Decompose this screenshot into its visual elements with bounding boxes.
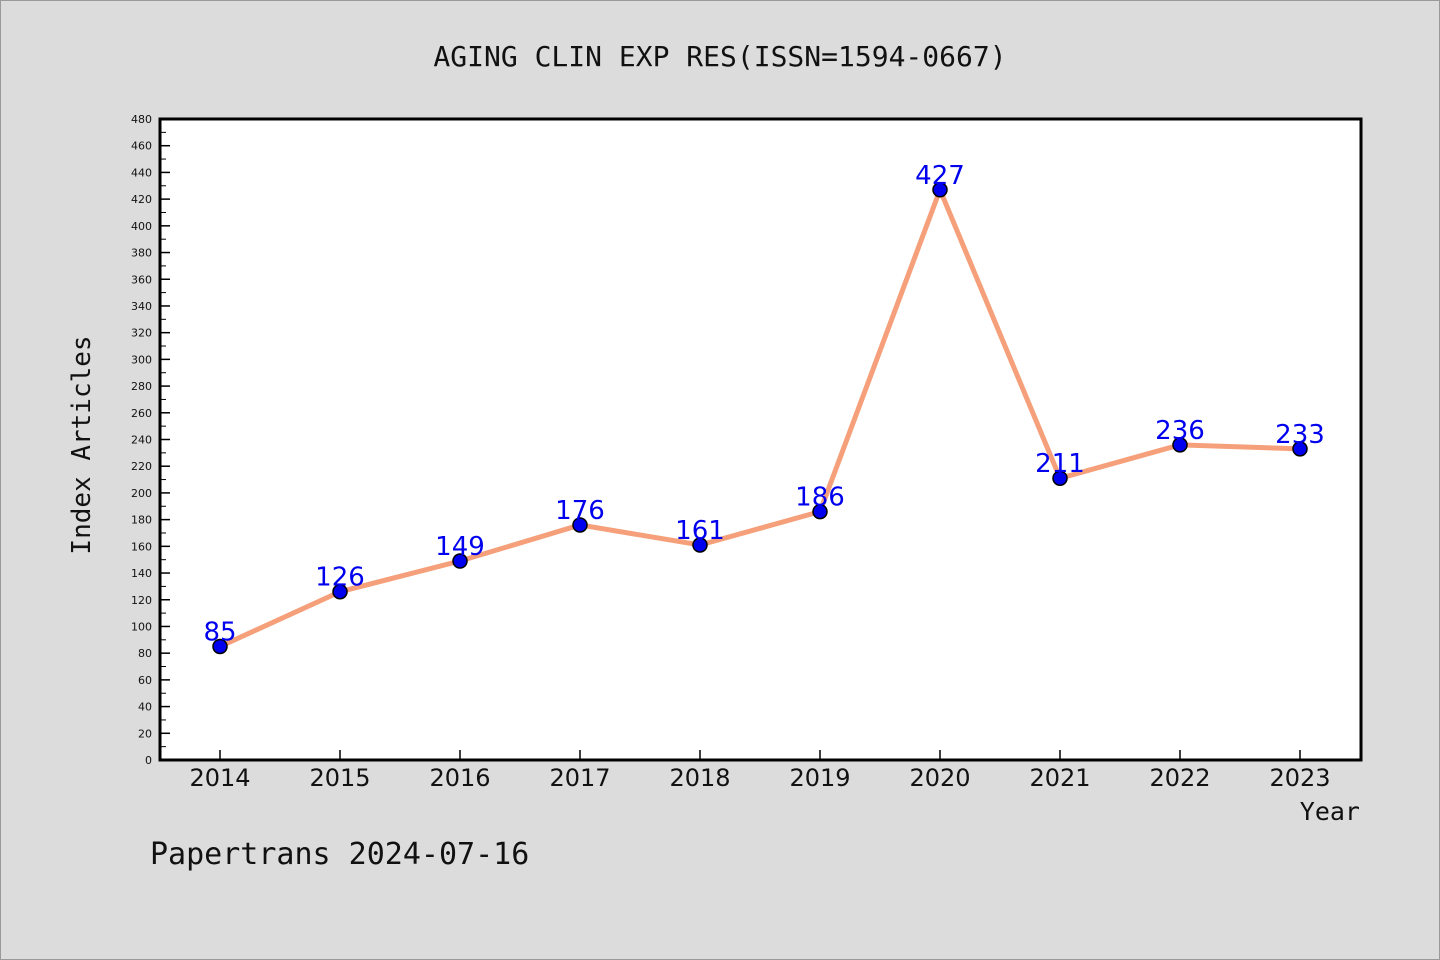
data-label: 161 (675, 516, 725, 546)
y-tick-label: 340 (131, 300, 152, 313)
y-tick-label: 100 (131, 620, 152, 633)
data-point (932, 182, 948, 198)
data-label: 176 (555, 496, 605, 526)
y-tick-label: 160 (131, 540, 152, 553)
y-tick-label: 0 (145, 754, 152, 767)
data-point (692, 537, 708, 553)
y-tick-label: 20 (138, 727, 152, 740)
data-point (1052, 470, 1068, 486)
x-tick-label: 2021 (1029, 764, 1090, 792)
x-tick-label: 2016 (429, 764, 490, 792)
y-tick-label: 200 (131, 487, 152, 500)
y-tick-label: 240 (131, 434, 152, 447)
y-tick-label: 440 (131, 166, 152, 179)
series-line (218, 182, 1301, 649)
y-tick-label: 80 (138, 647, 152, 660)
y-tick-label: 220 (131, 460, 152, 473)
data-label: 427 (915, 161, 965, 191)
y-tick-label: 380 (131, 247, 152, 260)
data-label: 233 (1275, 420, 1325, 450)
x-axis: 2014 2015 2016 2017 2018 2019 2020 2021 2022 2023 (189, 750, 1331, 792)
data-point (812, 503, 828, 520)
x-tick-label: 2023 (1269, 764, 1330, 792)
series-layer: 85 126 149 176 161 186 427 211 236 233 (203, 161, 1325, 655)
data-point (212, 638, 228, 655)
y-tick-label: 320 (131, 327, 152, 340)
plot-area (158, 117, 1363, 762)
y-axis-label: Index Articles (67, 335, 97, 554)
y-tick-label: 300 (131, 353, 152, 366)
data-point (1172, 437, 1188, 453)
x-tick-label: 2015 (309, 764, 370, 792)
y-tick-label: 360 (131, 273, 152, 286)
data-label: 126 (315, 563, 365, 593)
y-tick-label: 120 (131, 594, 152, 607)
y-tick-label: 180 (131, 514, 152, 527)
footer-credit: Papertrans 2024-07-16 (150, 837, 529, 872)
data-point (332, 583, 348, 600)
x-tick-label: 2018 (669, 764, 730, 792)
x-tick-label: 2017 (549, 764, 610, 792)
y-axis: 0 20 40 60 80 100 120 140 160 180 200 220 240 260 280 3… (131, 113, 170, 767)
x-tick-label: 2022 (1149, 764, 1210, 792)
y-tick-label: 460 (131, 140, 152, 153)
x-tick-label: 2020 (909, 764, 970, 792)
data-label: 186 (795, 483, 845, 513)
data-label: 85 (203, 617, 236, 647)
data-point (1292, 441, 1308, 457)
chart-title: AGING CLIN EXP RES(ISSN=1594-0667) (433, 40, 1006, 73)
y-tick-label: 260 (131, 407, 152, 420)
x-axis-label: Year (1300, 797, 1360, 826)
x-tick-label: 2014 (189, 764, 250, 792)
x-tick-label: 2019 (789, 764, 850, 792)
y-tick-label: 40 (138, 701, 152, 714)
y-tick-label: 60 (138, 674, 152, 687)
y-tick-label: 280 (131, 380, 152, 393)
y-tick-label: 480 (131, 113, 152, 126)
y-tick-label: 420 (131, 193, 152, 206)
y-tick-label: 140 (131, 567, 152, 580)
data-label: 236 (1155, 416, 1205, 446)
y-tick-label: 400 (131, 220, 152, 233)
data-label: 211 (1035, 449, 1085, 479)
data-point (572, 517, 588, 533)
data-point (452, 553, 468, 569)
data-label: 149 (435, 532, 485, 562)
